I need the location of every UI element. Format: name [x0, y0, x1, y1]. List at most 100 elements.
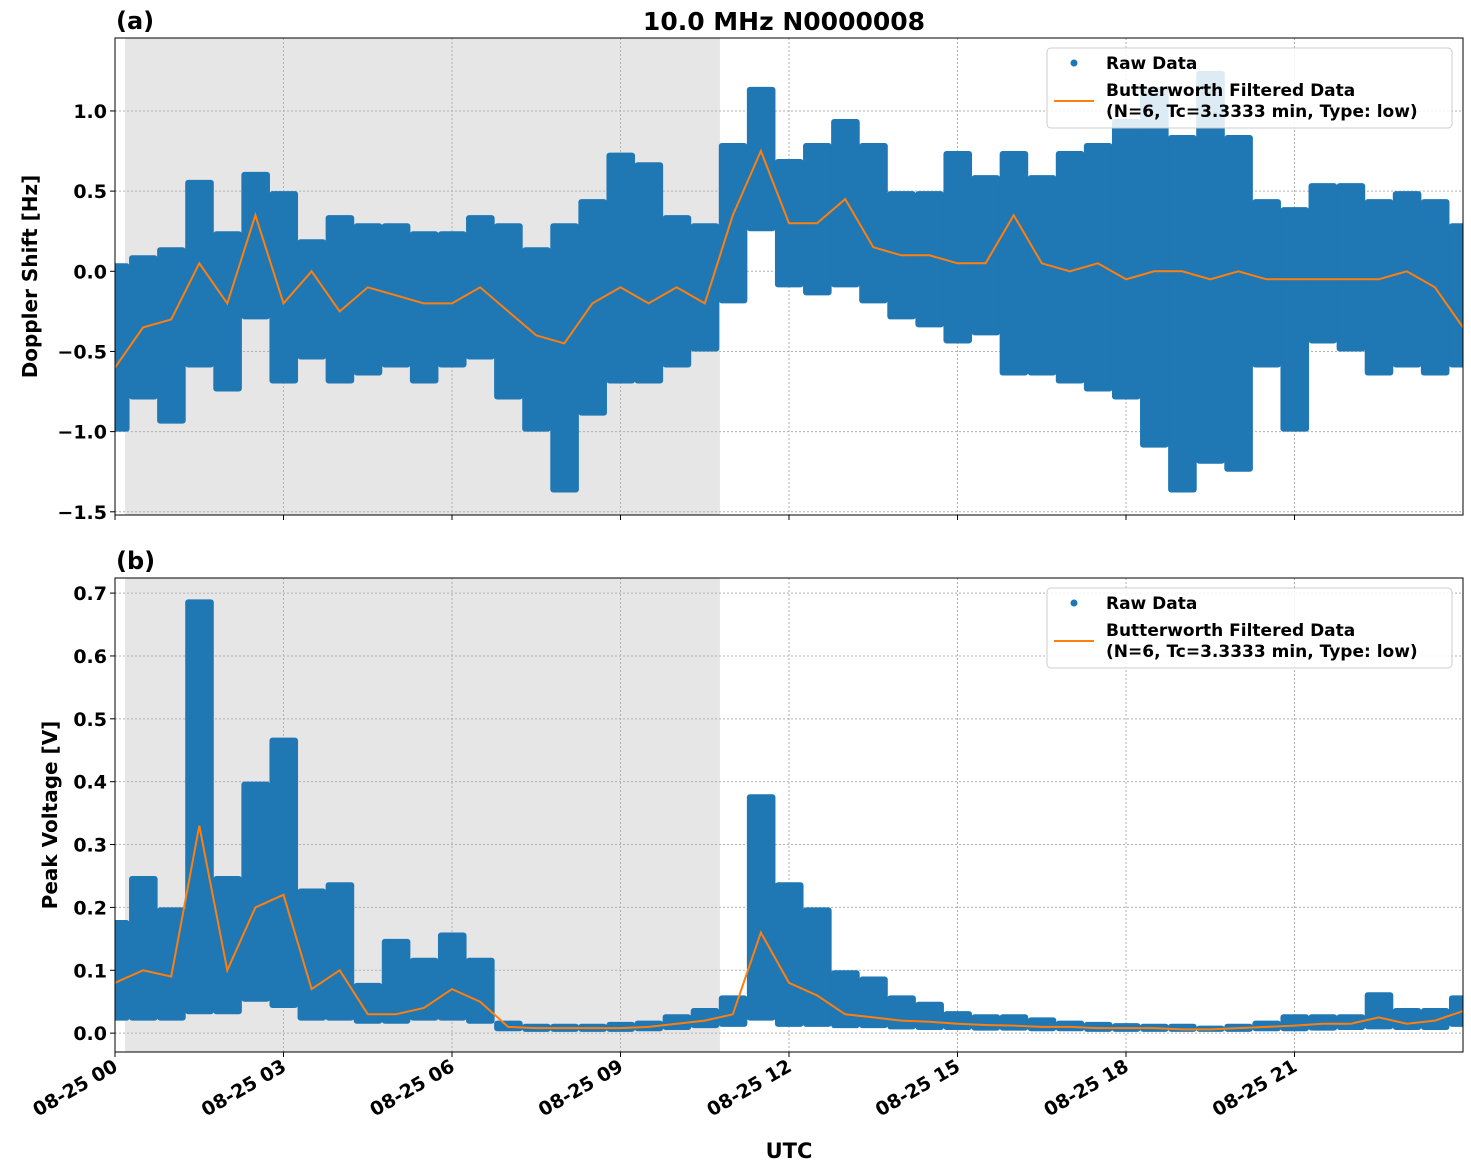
x-tick-label: 08-25 15 — [872, 1055, 964, 1121]
y-tick-label: 0.0 — [73, 261, 107, 283]
raw-data-range — [1308, 183, 1338, 344]
raw-data-range — [1280, 1014, 1310, 1032]
y-tick-label: 0.6 — [73, 646, 107, 668]
raw-data-range — [297, 239, 327, 360]
raw-data-range — [1364, 992, 1394, 1030]
raw-data-range — [1083, 143, 1113, 392]
raw-data-range — [859, 143, 888, 304]
raw-data-range — [690, 1007, 720, 1029]
y-tick-label: 0.1 — [73, 960, 107, 982]
raw-data-range — [297, 888, 327, 1021]
raw-data-range — [634, 162, 664, 384]
raw-data-range — [1364, 199, 1394, 376]
raw-data-range — [943, 1011, 973, 1030]
raw-data-range — [859, 976, 888, 1029]
raw-data-range — [409, 957, 439, 1021]
y-tick-label: 0.5 — [73, 709, 107, 731]
filtered-data-line — [115, 825, 1463, 1031]
raw-data-range — [269, 191, 299, 384]
y-tick-label: −0.5 — [57, 341, 107, 363]
y-tick-label: 0.5 — [73, 181, 107, 203]
raw-data-range — [1252, 199, 1281, 368]
legend-filtered-params: (N=6, Tc=3.3333 min, Type: low) — [1106, 102, 1418, 122]
raw-data-range — [803, 143, 832, 296]
raw-data-range — [1420, 1007, 1450, 1030]
raw-data-range — [1055, 151, 1085, 384]
raw-data-range — [690, 223, 720, 352]
y-tick-label: 0.7 — [73, 583, 107, 605]
legend: Raw Data Butterworth Filtered Data(N=6, T… — [1046, 47, 1453, 129]
y-tick-label: −1.5 — [57, 502, 107, 524]
x-tick-label: 08-25 00 — [29, 1055, 121, 1121]
raw-data-range — [353, 223, 383, 376]
raw-data-range — [325, 215, 355, 384]
raw-data-range — [746, 794, 776, 1021]
x-tick-label: 08-25 09 — [535, 1055, 627, 1121]
raw-data-range — [129, 875, 158, 1021]
raw-data-range — [662, 215, 692, 368]
y-axis-label: Peak Voltage [V] — [38, 721, 62, 910]
raw-data-range — [831, 118, 860, 288]
legend-box — [1046, 47, 1453, 129]
raw-data-range — [606, 1021, 636, 1032]
raw-data-range — [1336, 1014, 1366, 1030]
raw-data-range — [213, 231, 242, 392]
x-tick-label: 08-25 03 — [198, 1055, 290, 1121]
raw-data-range — [241, 781, 270, 1002]
raw-data-range — [1168, 135, 1197, 493]
raw-data-range — [1140, 86, 1169, 448]
raw-data-range — [803, 907, 832, 1027]
raw-data-range — [466, 957, 495, 1024]
raw-data-range — [157, 247, 186, 424]
raw-data-range — [353, 982, 383, 1024]
legend-raw-label: Raw Data — [1106, 594, 1197, 614]
raw-data-range — [1448, 223, 1463, 368]
legend-filtered-label: Butterworth Filtered Data — [1106, 81, 1355, 101]
raw-data-range — [746, 86, 776, 232]
panel-b: 0.0 0.1 0.2 0.3 0.4 0.5 0.6 0.7 08-25 00 08-25 03… — [29, 547, 1464, 1121]
raw-data-range — [1392, 1007, 1422, 1030]
x-tick-label: 08-25 21 — [1209, 1055, 1301, 1121]
raw-data-range — [241, 171, 270, 320]
legend-raw-label: Raw Data — [1106, 54, 1197, 74]
y-tick-label: 1.0 — [73, 101, 107, 123]
raw-data-range — [915, 191, 944, 328]
raw-data-range — [550, 223, 579, 493]
raw-data-range — [915, 1001, 944, 1030]
raw-data-range — [662, 1014, 692, 1030]
raw-data-range — [887, 995, 916, 1030]
raw-data-range — [115, 263, 130, 432]
raw-data-range — [1336, 183, 1366, 352]
raw-data-range — [999, 1014, 1029, 1031]
x-tick-label: 08-25 06 — [366, 1055, 458, 1121]
y-tick-label: −1.0 — [57, 422, 107, 444]
y-tick-label: 0.0 — [73, 1023, 107, 1045]
raw-data-range — [999, 151, 1029, 376]
raw-data-range — [606, 152, 636, 384]
raw-data-range — [971, 1014, 1001, 1031]
y-tick-label: 0.2 — [73, 897, 107, 919]
legend-filtered-label: Butterworth Filtered Data — [1106, 621, 1355, 641]
raw-data-range — [1224, 135, 1253, 472]
raw-data-range — [774, 882, 804, 1027]
raw-data-range — [269, 737, 299, 1008]
raw-data-range — [971, 175, 1001, 336]
chart-title: 10.0 MHz N0000008 — [643, 7, 925, 36]
raw-data-range — [115, 919, 130, 1021]
raw-data-range — [1196, 70, 1225, 464]
raw-data-range — [1308, 1014, 1338, 1031]
y-tick-label: 0.4 — [73, 772, 107, 794]
x-tick-label: 08-25 12 — [703, 1055, 795, 1121]
raw-data-range — [718, 143, 748, 304]
raw-data-range — [437, 932, 467, 1021]
raw-data-range — [381, 938, 411, 1024]
legend: Raw Data Butterworth Filtered Data(N=6, T… — [1046, 587, 1453, 669]
panel-label: (a) — [116, 7, 154, 35]
raw-data-range — [437, 231, 467, 368]
data-layer — [115, 70, 1463, 493]
raw-data-range — [325, 882, 355, 1021]
raw-data-range — [1083, 1021, 1113, 1032]
data-layer — [115, 599, 1463, 1032]
raw-data-range — [522, 247, 551, 432]
